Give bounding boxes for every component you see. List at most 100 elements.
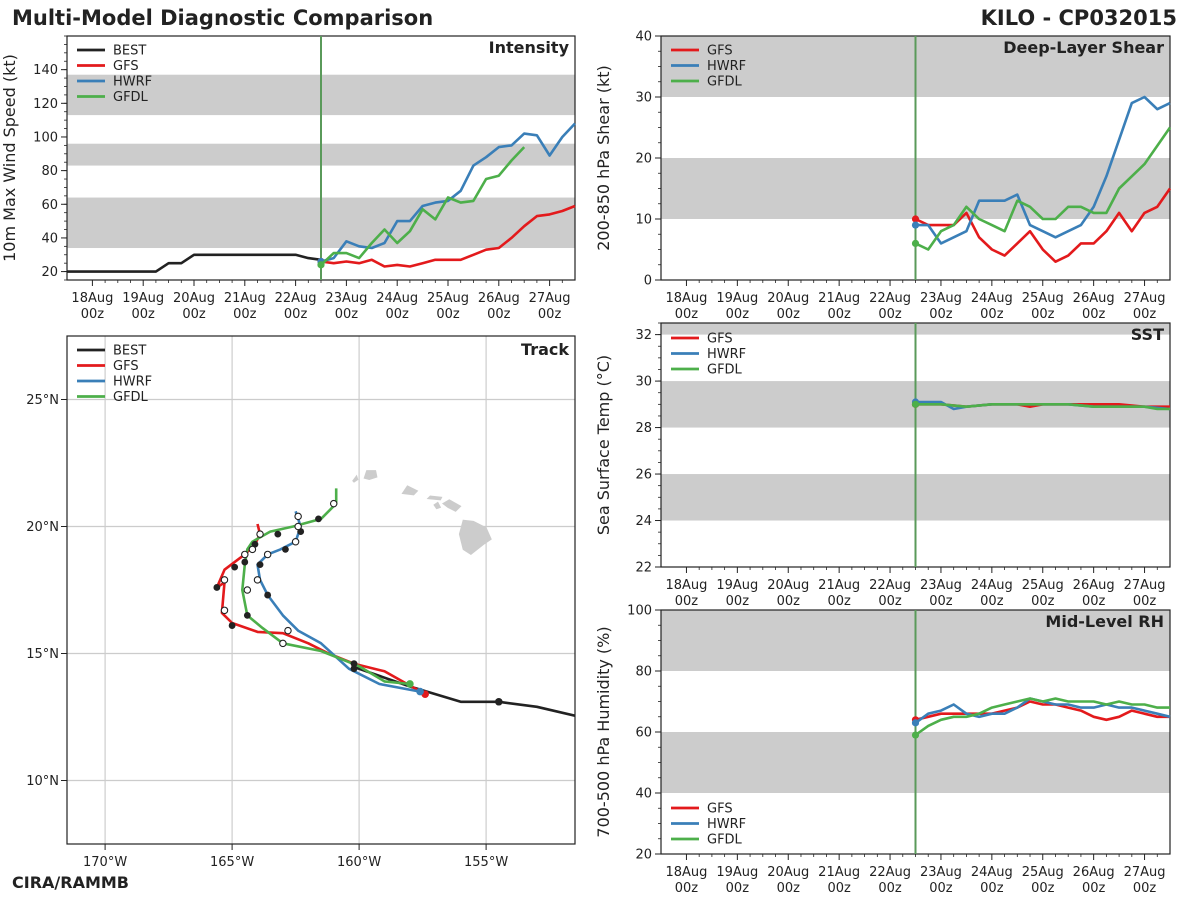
intensity-ytick-label: 60 xyxy=(41,198,58,213)
track-marker-filled xyxy=(274,530,282,538)
track-marker-open xyxy=(220,576,229,584)
shear-start-gfs xyxy=(911,215,920,223)
intensity-xtick-day: 22Aug xyxy=(275,291,317,306)
shear-ylabel: 200-850 hPa Shear (kt) xyxy=(594,65,613,251)
track-marker-open xyxy=(279,639,287,648)
shear-legend-label-gfdl: GFDL xyxy=(707,75,743,90)
intensity-xtick-hour: 00z xyxy=(182,307,206,322)
track-land-big-island xyxy=(458,519,492,556)
sst-xtick-hour: 00z xyxy=(1133,594,1157,609)
sst-xtick-day: 21Aug xyxy=(818,578,860,593)
sst-ytick-label: 24 xyxy=(635,514,652,529)
track-ytick-label: 20°N xyxy=(26,520,59,535)
rh-xtick-day: 20Aug xyxy=(767,865,809,880)
rh-xtick-hour: 00z xyxy=(929,881,953,896)
intensity-xtick-day: 23Aug xyxy=(325,291,367,306)
sst-xtick-hour: 00z xyxy=(726,594,750,609)
shear-xtick-day: 21Aug xyxy=(818,291,860,306)
track-start-hwrf xyxy=(416,687,424,696)
sst-xtick-day: 19Aug xyxy=(716,578,758,593)
rh-xtick-hour: 00z xyxy=(980,881,1004,896)
track-ytick-label: 25°N xyxy=(26,393,59,408)
intensity-xtick-hour: 00z xyxy=(335,307,359,322)
intensity-ytick-label: 120 xyxy=(33,97,58,112)
sst-start-gfdl xyxy=(911,400,920,408)
rh-legend-label-hwrf: HWRF xyxy=(707,817,746,832)
track-marker-filled xyxy=(264,591,272,599)
track-marker-open xyxy=(263,550,272,559)
intensity-xtick-day: 19Aug xyxy=(122,291,164,306)
track-xtick-label: 165°W xyxy=(210,855,254,870)
intensity-xtick-hour: 00z xyxy=(233,307,257,322)
track-marker-open xyxy=(248,545,257,554)
track-marker-open xyxy=(294,512,302,521)
sst-ytick-label: 32 xyxy=(635,328,652,343)
track-marker-open xyxy=(294,522,302,531)
intensity-xtick-day: 20Aug xyxy=(173,291,215,306)
sst-xtick-day: 26Aug xyxy=(1073,578,1115,593)
shear-xtick-day: 23Aug xyxy=(920,291,962,306)
track-title: Track xyxy=(521,340,569,359)
shear-xtick-hour: 00z xyxy=(980,307,1004,322)
shear-xtick-day: 25Aug xyxy=(1022,291,1064,306)
sst-xtick-day: 23Aug xyxy=(920,578,962,593)
sst-panel: 22242628303218Aug00z19Aug00z20Aug00z21Au… xyxy=(594,322,1171,609)
shear-xtick-day: 20Aug xyxy=(767,291,809,306)
intensity-panel: 2040608010012014018Aug00z19Aug00z20Aug00… xyxy=(0,35,576,322)
rh-xtick-day: 23Aug xyxy=(920,865,962,880)
intensity-xtick-hour: 00z xyxy=(386,307,410,322)
intensity-series-gfs xyxy=(320,204,576,268)
shear-ytick-label: 0 xyxy=(644,274,652,289)
intensity-series-gfdl xyxy=(320,146,526,266)
shear-xtick-hour: 00z xyxy=(1031,307,1055,322)
track-marker-open xyxy=(329,499,338,508)
intensity-ytick-label: 40 xyxy=(41,231,58,246)
sst-xtick-hour: 00z xyxy=(827,594,851,609)
track-legend-label-best: BEST xyxy=(113,344,146,359)
rh-ylabel: 700-500 hPa Humidity (%) xyxy=(594,626,613,837)
track-marker-filled xyxy=(213,584,221,591)
track-marker-filled xyxy=(241,558,249,566)
intensity-xtick-hour: 00z xyxy=(132,307,156,322)
sst-legend-label-gfs: GFS xyxy=(707,332,733,347)
track-marker-filled xyxy=(228,622,236,629)
track-start-gfdl xyxy=(406,680,414,688)
track-panel: 170°W 165°W 160°W 155°W 10°N 15°N 20°N 25°N Trac… xyxy=(26,335,576,870)
shear-ytick-label: 10 xyxy=(635,213,652,228)
sst-xtick-hour: 00z xyxy=(878,594,902,609)
sst-ytick-label: 28 xyxy=(635,421,652,436)
rh-xtick-hour: 00z xyxy=(1133,881,1157,896)
sst-xtick-day: 27Aug xyxy=(1124,578,1166,593)
shear-xtick-hour: 00z xyxy=(1082,307,1106,322)
intensity-start-gfdl xyxy=(317,261,325,269)
intensity-series-hwrf xyxy=(320,122,576,263)
shear-xtick-hour: 00z xyxy=(726,307,750,322)
shear-title: Deep-Layer Shear xyxy=(1003,38,1164,57)
rh-xtick-day: 21Aug xyxy=(818,865,860,880)
rh-ytick-label: 100 xyxy=(627,604,652,619)
sst-ylabel: Sea Surface Temp (°C) xyxy=(594,355,613,535)
rh-xtick-day: 24Aug xyxy=(971,865,1013,880)
intensity-xtick-hour: 00z xyxy=(487,307,511,322)
shear-xtick-hour: 00z xyxy=(929,307,953,322)
track-frame xyxy=(66,335,576,845)
intensity-xtick-hour: 00z xyxy=(284,307,308,322)
rh-xtick-day: 22Aug xyxy=(869,865,911,880)
sst-series-gfdl xyxy=(915,402,1170,411)
shear-start-hwrf xyxy=(911,221,920,229)
sst-xtick-day: 20Aug xyxy=(767,578,809,593)
sst-xtick-hour: 00z xyxy=(1031,594,1055,609)
sst-xtick-day: 22Aug xyxy=(869,578,911,593)
intensity-xtick-day: 24Aug xyxy=(376,291,418,306)
shear-xtick-hour: 00z xyxy=(675,307,699,322)
shear-xtick-day: 19Aug xyxy=(716,291,758,306)
rh-xtick-day: 27Aug xyxy=(1124,865,1166,880)
track-marker-open xyxy=(284,626,292,635)
shear-ytick-label: 40 xyxy=(635,30,652,45)
rh-xtick-hour: 00z xyxy=(675,881,699,896)
rh-xtick-day: 19Aug xyxy=(716,865,758,880)
track-ytick-label: 10°N xyxy=(26,774,59,789)
storm-id: KILO - CP032015 xyxy=(981,6,1177,30)
sst-xtick-hour: 00z xyxy=(1082,594,1106,609)
sst-legend-label-gfdl: GFDL xyxy=(707,363,743,378)
